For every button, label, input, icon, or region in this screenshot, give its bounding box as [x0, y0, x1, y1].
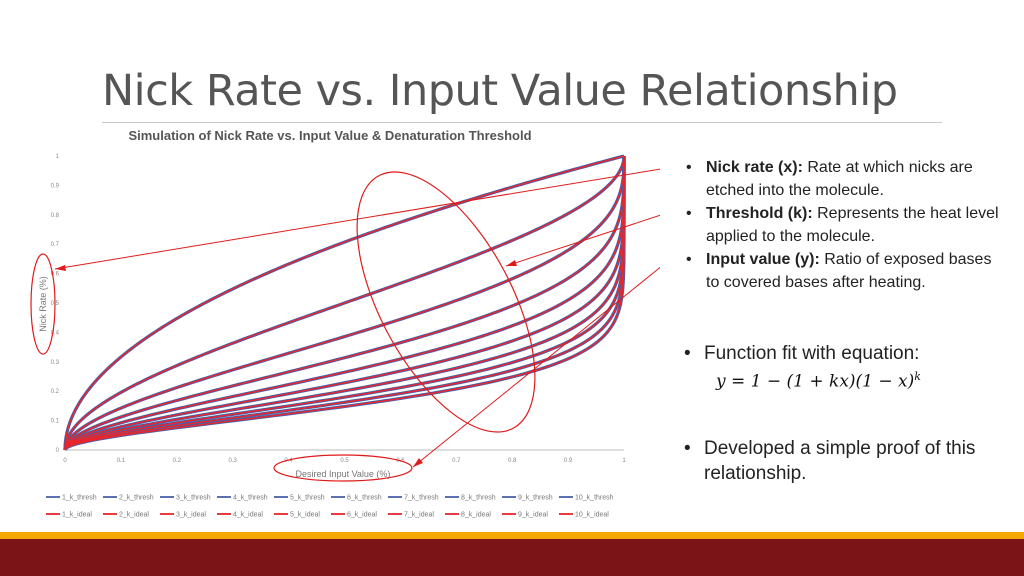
legend-label-4_k_thresh: 4_k_thresh [233, 495, 268, 502]
x-tick-label: 0.4 [284, 458, 293, 464]
x-tick-label: 0.3 [229, 458, 238, 464]
pointer-line-nick-rate [54, 168, 660, 270]
y-tick-label: 0.7 [51, 242, 60, 248]
legend-label-9_k_thresh: 9_k_thresh [518, 495, 553, 502]
definition-text: Rate at which nicks are etched into the … [706, 159, 973, 199]
definition-nick-rate: Nick rate (x): Rate at which nicks are e… [680, 156, 1000, 202]
definition-input-value: Input value (y): Ratio of exposed bases … [680, 248, 1000, 294]
y-tick-label: 1 [56, 154, 60, 160]
definition-text: Ratio of exposed bases to covered bases … [706, 251, 992, 291]
definition-text: Represents the heat level applied to the… [706, 205, 999, 245]
footer-band-maroon [0, 539, 1024, 576]
pointer-line-threshold [505, 214, 660, 267]
legend-label-5_k_ideal: 5_k_ideal [290, 512, 320, 519]
series-line-1_k_ideal [64, 155, 625, 451]
function-fit-bullet: Function fit with equation: [678, 341, 1008, 366]
definition-term: Nick rate (x): [706, 159, 803, 176]
pointer-arrowhead-threshold [506, 260, 517, 266]
pointer-arrowhead-nick-rate [55, 265, 66, 271]
legend-label-5_k_thresh: 5_k_thresh [290, 495, 325, 502]
x-tick-label: 1 [622, 458, 626, 464]
definition-threshold: Threshold (k): Represents the heat level… [680, 202, 1000, 248]
series-line-2_k_ideal [64, 155, 625, 451]
y-axis-label: Nick Rate (%) [38, 276, 48, 332]
legend-label-3_k_ideal: 3_k_ideal [176, 512, 206, 519]
series-line-10_k_ideal [64, 156, 625, 451]
slide-title: Nick Rate vs. Input Value Relationship [102, 66, 898, 116]
legend-label-2_k_thresh: 2_k_thresh [119, 495, 154, 502]
legend-label-1_k_thresh: 1_k_thresh [62, 495, 97, 502]
x-tick-label: 0.1 [117, 458, 126, 464]
y-tick-label: 0.3 [51, 360, 60, 366]
legend-label-8_k_ideal: 8_k_ideal [461, 512, 491, 519]
chart-title: Simulation of Nick Rate vs. Input Value … [128, 128, 531, 143]
legend-label-1_k_ideal: 1_k_ideal [62, 512, 92, 519]
legend-label-6_k_ideal: 6_k_ideal [347, 512, 377, 519]
pointer-line-input-value [412, 266, 660, 468]
x-axis-label: Desired Input Value (%) [296, 469, 391, 479]
definition-term: Input value (y): [706, 251, 820, 268]
footer-band-gold [0, 532, 1024, 539]
y-tick-label: 0.9 [51, 183, 60, 189]
x-tick-label: 0.5 [340, 458, 349, 464]
legend-label-10_k_ideal: 10_k_ideal [575, 512, 609, 519]
legend-label-6_k_thresh: 6_k_thresh [347, 495, 382, 502]
equation-main: y = 1 − (1 + kx)(1 − x) [716, 371, 915, 392]
equation-exponent: k [914, 370, 921, 383]
y-tick-label: 0.4 [51, 330, 60, 336]
definitions-list: Nick rate (x): Rate at which nicks are e… [680, 156, 1000, 294]
legend-label-7_k_ideal: 7_k_ideal [404, 512, 434, 519]
x-tick-label: 0.8 [508, 458, 517, 464]
highlight-ellipse-curves [356, 171, 536, 433]
proof-bullet: Developed a simple proof of this relatio… [678, 436, 1008, 486]
y-tick-label: 0.8 [51, 213, 60, 219]
legend-label-2_k_ideal: 2_k_ideal [119, 512, 149, 519]
fit-equation: y = 1 − (1 + kx)(1 − x)k [716, 370, 921, 392]
legend-label-9_k_ideal: 9_k_ideal [518, 512, 548, 519]
highlight-ellipse-x-axis [273, 454, 413, 482]
proof-point: Developed a simple proof of this relatio… [678, 436, 1008, 486]
title-divider [102, 122, 942, 123]
legend-label-4_k_ideal: 4_k_ideal [233, 512, 263, 519]
legend-label-8_k_thresh: 8_k_thresh [461, 495, 496, 502]
x-tick-label: 0.7 [452, 458, 461, 464]
y-tick-label: 0.1 [51, 419, 60, 425]
legend-label-3_k_thresh: 3_k_thresh [176, 495, 211, 502]
nick-rate-chart: Simulation of Nick Rate vs. Input Value … [30, 128, 660, 519]
series-line-3_k_ideal [64, 156, 625, 451]
highlight-ellipse-y-axis [30, 253, 56, 355]
x-tick-label: 0.9 [564, 458, 573, 464]
y-tick-label: 0.2 [51, 389, 60, 395]
definition-term: Threshold (k): [706, 205, 813, 222]
pointer-arrowhead-input-value [413, 458, 423, 467]
legend-label-10_k_thresh: 10_k_thresh [575, 495, 614, 502]
x-tick-label: 0.2 [173, 458, 182, 464]
y-tick-label: 0.6 [51, 272, 60, 278]
x-tick-label: 0 [63, 458, 67, 464]
equation-point: Function fit with equation: [678, 341, 1008, 366]
legend-label-7_k_thresh: 7_k_thresh [404, 495, 439, 502]
y-tick-label: 0 [56, 448, 60, 454]
